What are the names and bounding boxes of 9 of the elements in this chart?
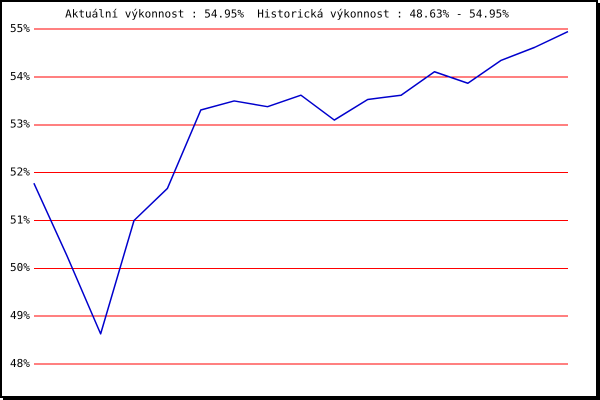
y-tick-label: 49%	[10, 309, 30, 322]
y-tick-label: 51%	[10, 213, 30, 226]
chart-title: Aktuální výkonnost : 54.95% Historická výkonnost : 48.63% - 54.95%	[65, 7, 510, 20]
y-tick-label: 55%	[10, 22, 30, 36]
y-tick-label: 50%	[10, 261, 30, 274]
y-tick-label: 54%	[10, 70, 30, 83]
y-tick-label: 52%	[10, 166, 30, 179]
y-tick-label: 53%	[10, 118, 30, 131]
y-tick-label: 48%	[10, 356, 30, 370]
